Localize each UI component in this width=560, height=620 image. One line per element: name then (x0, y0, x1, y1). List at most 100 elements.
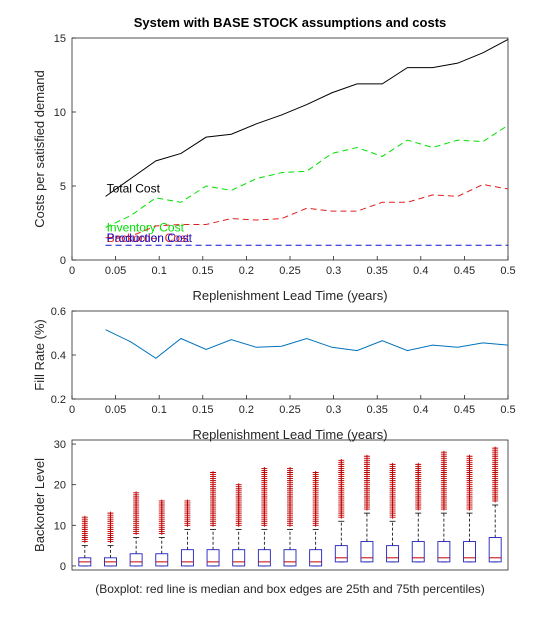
fill-rate-y-tick-label: 0.2 (51, 394, 66, 406)
costs-y-tick-label: 15 (54, 33, 66, 45)
boxplot-outlier (158, 499, 165, 503)
boxplot-outlier (210, 471, 217, 474)
fill-rate-x-tick-label: 0.15 (192, 404, 213, 416)
fill-rate-x-tick-label: 0.45 (454, 404, 475, 416)
boxplot-outlier (261, 466, 268, 470)
total-cost-annotation: Total Cost (107, 181, 161, 195)
boxplot-box-group (309, 471, 323, 567)
boxplot-outlier (389, 462, 396, 466)
boxplot-outlier (287, 466, 293, 470)
backorder-cost-annotation: Backorder Cost (107, 231, 190, 245)
boxplot-box (334, 545, 348, 563)
boxplot-box-group (180, 499, 194, 567)
costs-x-axis-label: Replenishment Lead Time (years) (192, 288, 387, 303)
fill-rate-x-tick-label: 0.1 (152, 404, 167, 416)
boxplot-box (411, 541, 425, 563)
boxplot-box-group (104, 511, 117, 567)
boxplot-outlier (312, 471, 319, 474)
boxplot-outlier (415, 462, 422, 466)
boxplot-y-tick-label: 10 (54, 520, 66, 532)
boxplot-box (488, 537, 502, 563)
fill-rate-plot: 0 0.05 0.1 0.15 0.2 0.25 0.3 0.35 0.4 0.45 0.5 Repl… (32, 306, 516, 442)
costs-x-tick-label: 0.2 (239, 265, 254, 277)
costs-x-tick-label: 0 (69, 265, 75, 277)
boxplot-y-axis-label: Backorder Level (32, 458, 47, 552)
boxplot-box-group (78, 515, 92, 567)
boxplot-box (206, 549, 220, 567)
boxplot-y-tick-label: 20 (54, 480, 66, 492)
fill-rate-axes-box (71, 310, 509, 400)
boxplot-box-group (386, 462, 400, 563)
fill-rate-y-tick-label: 0.4 (51, 350, 66, 362)
boxplot-box-group (232, 483, 246, 567)
costs-y-tick-label: 0 (60, 255, 66, 267)
boxplot-box (257, 549, 271, 567)
boxplot-outlier (235, 483, 242, 487)
production-cost-annotation: Production Cost (107, 231, 193, 245)
boxplot-box-group (411, 462, 425, 563)
fill-rate-y-tick-label: 0.6 (51, 306, 66, 318)
boxplot-y-tick-label: 30 (54, 439, 66, 451)
boxplot-outlier (107, 511, 114, 515)
boxplot-outlier (466, 454, 473, 458)
boxplot-box (437, 541, 451, 563)
costs-x-tick-label: 0.4 (413, 265, 428, 277)
costs-y-tick-label: 10 (54, 107, 66, 119)
inventory-cost-series-line (105, 124, 509, 228)
boxplot-box-group (334, 458, 348, 563)
boxplot-outlier (492, 446, 499, 450)
boxplot-box (155, 553, 169, 567)
costs-x-tick-label: 0.25 (279, 265, 300, 277)
costs-x-tick-label: 0.35 (366, 265, 387, 277)
boxplot-outlier (133, 491, 140, 495)
boxplot-y-tick-label: 0 (60, 561, 66, 573)
boxplot-box (283, 549, 297, 567)
boxplot-box-group (257, 466, 271, 567)
costs-x-tick-label: 0.05 (105, 265, 126, 277)
total-cost-series-line (105, 39, 509, 197)
fill-rate-x-tick-label: 0.2 (239, 404, 254, 416)
chart-title: System with BASE STOCK assumptions and c… (134, 15, 447, 30)
fill-rate-y-axis-label: Fill Rate (%) (32, 319, 47, 391)
costs-x-tick-label: 0.15 (192, 265, 213, 277)
boxplot-box-group (488, 446, 502, 563)
costs-y-tick-label: 5 (60, 181, 66, 193)
fill-rate-x-tick-label: 0.35 (366, 404, 387, 416)
boxplot-outlier (81, 515, 88, 519)
fill-rate-x-tick-label: 0.3 (326, 404, 341, 416)
fill-rate-x-tick-label: 0.05 (105, 404, 126, 416)
costs-x-tick-label: 0.5 (500, 265, 515, 277)
boxplot-outlier (363, 454, 370, 458)
boxplot-caption: (Boxplot: red line is median and box edg… (95, 582, 485, 596)
boxplot-box-group (463, 454, 476, 563)
fill-rate-x-tick-label: 0 (69, 404, 75, 416)
boxplot-outlier (338, 458, 345, 462)
backorder-cost-series-line (105, 184, 509, 239)
costs-x-tick-label: 0.1 (152, 265, 167, 277)
boxplot-box (309, 549, 323, 567)
boxplot-box-group (437, 450, 451, 563)
costs-x-tick-label: 0.3 (326, 265, 341, 277)
costs-plot: 0 0.05 0.1 0.15 0.2 0.25 0.3 0.35 0.4 0.45 0.5 Repl… (32, 33, 516, 303)
inventory-cost-annotation: Inventory Cost (107, 220, 185, 234)
boxplot-outlier (184, 499, 191, 503)
boxplot-box-group (155, 499, 169, 567)
boxplot-outlier (440, 450, 447, 454)
fill-rate-series-line (105, 329, 509, 359)
boxplot-box-group (360, 454, 374, 563)
boxplot-axes-box (71, 439, 509, 571)
boxplot-box-group (129, 491, 143, 567)
boxplot-box (463, 541, 476, 563)
boxplot-box (129, 553, 143, 567)
boxplot-box (386, 545, 400, 563)
fill-rate-x-tick-label: 0.25 (279, 404, 300, 416)
fill-rate-x-axis-label: Replenishment Lead Time (years) (192, 427, 387, 442)
boxplot-box (360, 541, 374, 563)
costs-y-axis-label: Costs per satisfied demand (32, 70, 47, 228)
fill-rate-x-tick-label: 0.5 (500, 404, 515, 416)
boxplot-box (232, 549, 246, 567)
boxplot-box (180, 549, 194, 567)
costs-x-tick-label: 0.45 (454, 265, 475, 277)
fill-rate-x-tick-label: 0.4 (413, 404, 428, 416)
